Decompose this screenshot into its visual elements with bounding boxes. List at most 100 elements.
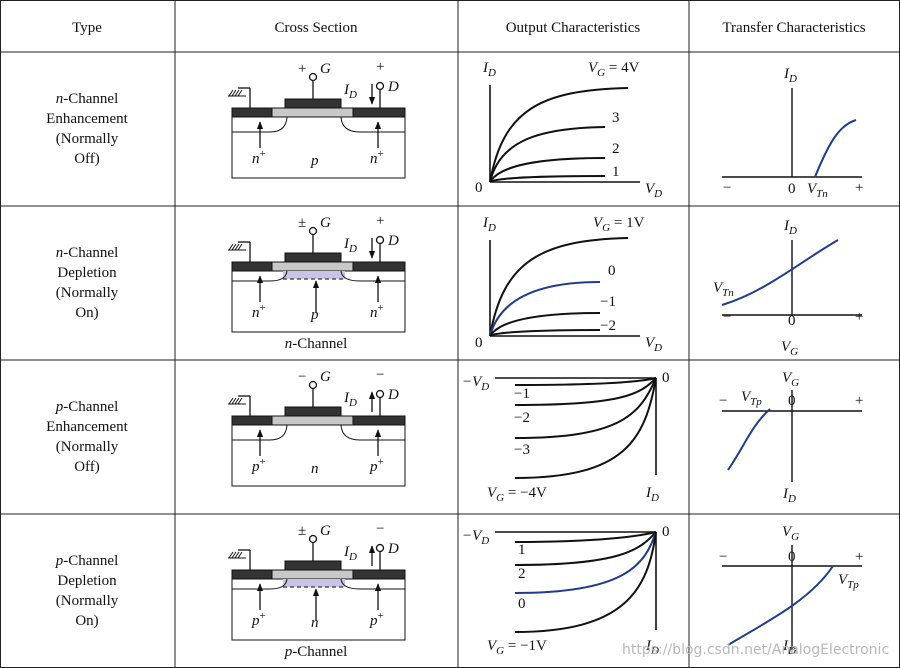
curve (814, 119, 857, 178)
layer (352, 415, 406, 426)
label-part: + (260, 148, 266, 160)
label-part: Tn (816, 188, 828, 200)
label: 0 (788, 313, 796, 329)
label: −1 (600, 294, 616, 310)
line (237, 551, 243, 559)
label: − (723, 180, 731, 196)
header-cell: Output Characteristics (506, 20, 641, 36)
label-part: Tp (847, 579, 859, 591)
label: + (855, 549, 863, 565)
label-part: G (496, 492, 504, 504)
label: p-Channel (284, 644, 347, 660)
watermark: https://blog.csdn.net/AnalogElectronic (622, 642, 889, 658)
label-part: V (781, 339, 792, 355)
label-part: n (311, 461, 319, 477)
type-line: p-Channel (55, 553, 118, 569)
label-part: I (783, 218, 790, 234)
label: 0 (788, 181, 796, 197)
layer (284, 406, 342, 417)
label-part: + (378, 302, 384, 314)
line (234, 397, 240, 405)
label-part: = −1V (504, 638, 547, 654)
label: VG (782, 524, 799, 543)
curve (727, 408, 771, 471)
label: ID (343, 82, 357, 101)
label-part: n (252, 305, 260, 321)
label-part: D (480, 535, 489, 547)
label: ID (782, 638, 796, 657)
label-part: D (650, 492, 659, 504)
label-part: p (369, 459, 378, 475)
layer (284, 98, 342, 109)
line (237, 397, 243, 405)
layer (352, 569, 406, 580)
line (237, 243, 243, 251)
label-part: D (480, 381, 489, 393)
curve (489, 87, 629, 183)
label: D (387, 233, 399, 249)
type-prefix: n (56, 91, 64, 107)
label-part: I (343, 82, 350, 98)
label: 2 (612, 141, 620, 157)
label-part: n (285, 336, 293, 352)
curve (489, 126, 606, 183)
curve (514, 377, 657, 406)
label-part: −V (462, 528, 483, 544)
label-part: G (320, 215, 331, 231)
label: ID (343, 236, 357, 255)
label: −VD (462, 528, 489, 547)
label-part: I (343, 236, 350, 252)
label-part: −V (462, 374, 483, 390)
label-part: p (251, 459, 260, 475)
label-part: V (645, 181, 656, 197)
layer (231, 415, 406, 487)
label: 0 (662, 370, 670, 386)
header-cell: Cross Section (275, 20, 358, 36)
label-part: V (807, 181, 818, 197)
label: n+ (252, 302, 266, 321)
label-part: V (645, 335, 656, 351)
label: ± (298, 523, 306, 539)
label: G (320, 61, 331, 77)
line (228, 397, 234, 405)
label-part: D (650, 645, 659, 657)
label: − (719, 549, 727, 565)
type-text: -Channel (63, 399, 118, 415)
curve (232, 578, 288, 590)
label: −2 (514, 410, 530, 426)
label: VTn (713, 280, 734, 299)
label: VG (781, 339, 798, 358)
label: −2 (600, 318, 616, 334)
label-part: p (310, 153, 319, 169)
label: 0 (608, 263, 616, 279)
label: ID (645, 485, 659, 504)
label-part: V (782, 370, 793, 386)
type-text: -Channel (63, 91, 118, 107)
type-line: n-Channel (56, 245, 118, 261)
label: n (311, 615, 319, 631)
type-line: On) (75, 305, 98, 321)
label: 0 (788, 393, 796, 409)
label-part: I (482, 215, 489, 231)
label-part: I (343, 390, 350, 406)
terminal (375, 543, 385, 553)
curve (514, 531, 657, 594)
curve (489, 175, 606, 183)
label-part: n (311, 615, 319, 631)
line (231, 89, 237, 97)
label: D (387, 79, 399, 95)
layer (231, 107, 273, 118)
label-part: D (788, 73, 797, 85)
curve (489, 157, 606, 183)
label: p+ (369, 610, 384, 629)
label: ID (482, 60, 496, 79)
type-line: Depletion (57, 265, 117, 281)
terminal (308, 226, 318, 236)
label-part: I (343, 544, 350, 560)
label-part: I (482, 60, 489, 76)
label-part: D (487, 222, 496, 234)
label: VD (645, 335, 662, 354)
